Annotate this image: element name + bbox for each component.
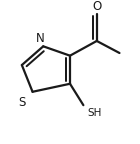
Text: O: O — [92, 0, 101, 13]
Text: SH: SH — [88, 108, 102, 118]
Text: N: N — [36, 32, 45, 46]
Text: S: S — [18, 96, 25, 109]
